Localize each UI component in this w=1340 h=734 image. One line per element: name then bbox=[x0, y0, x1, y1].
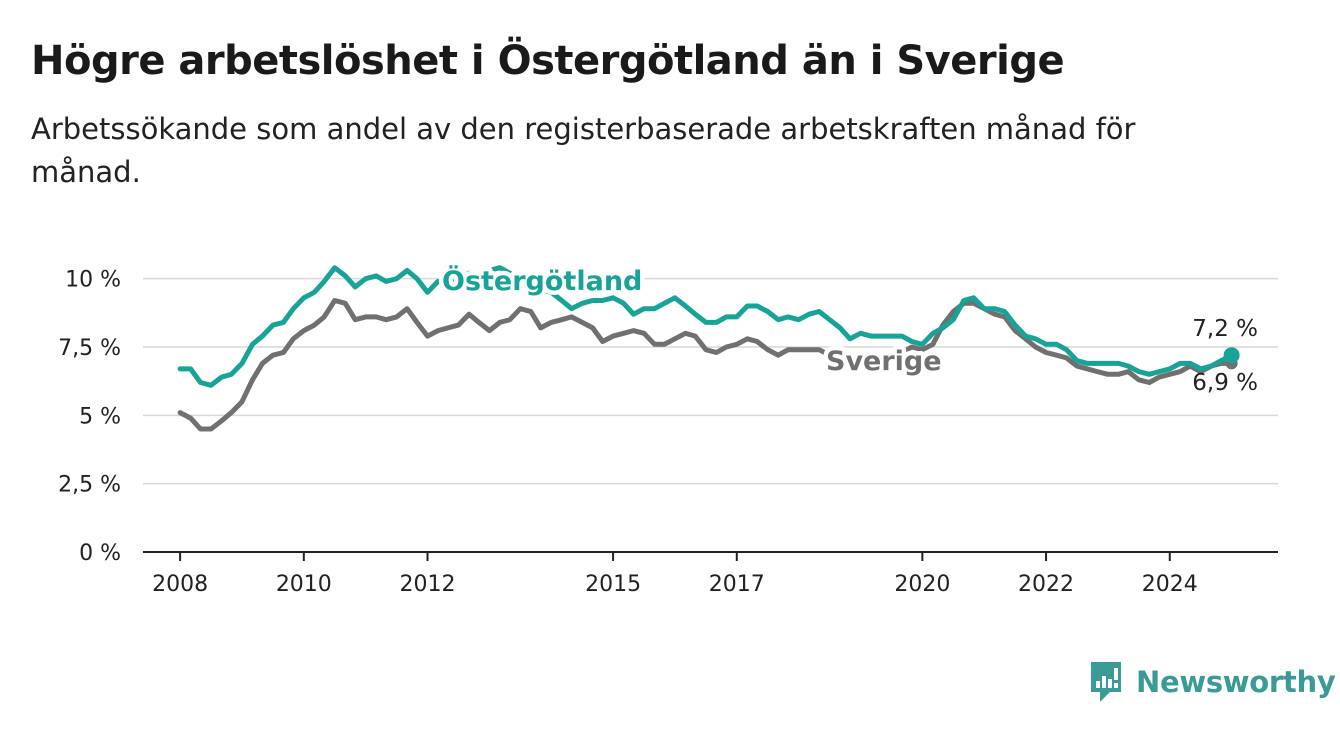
y-tick-label: 0 % bbox=[79, 541, 121, 566]
end-label-sverige: 6,9 % bbox=[1192, 370, 1258, 396]
series-line-sverige bbox=[177, 298, 1235, 432]
y-tick-label: 2,5 % bbox=[58, 473, 121, 498]
x-tick-label: 2024 bbox=[1142, 572, 1198, 597]
series-line-ostergotland bbox=[177, 265, 1235, 388]
chart-subtitle: Arbetssökande som andel av den registerb… bbox=[31, 112, 1136, 189]
y-tick-label: 10 % bbox=[65, 268, 121, 293]
x-tick-label: 2015 bbox=[585, 572, 641, 597]
series-labels: Östergötland Sverige 7,2 % 6,9 % bbox=[438, 260, 1259, 397]
brand-logo: Newsworthy bbox=[1088, 660, 1336, 704]
y-tick-label: 7,5 % bbox=[58, 336, 121, 361]
end-marker-ostergotland bbox=[1223, 347, 1240, 364]
x-tick-label: 2017 bbox=[709, 572, 765, 597]
series-lines bbox=[177, 265, 1240, 432]
series-label-sverige: Sverige bbox=[826, 346, 942, 377]
x-tick-label: 2010 bbox=[276, 572, 332, 597]
chart-title: Högre arbetslöshet i Östergötland än i S… bbox=[31, 38, 1065, 84]
newsworthy-chart-logo-icon bbox=[1091, 662, 1121, 702]
x-tick-label: 2022 bbox=[1018, 572, 1074, 597]
y-tick-label: 5 % bbox=[79, 404, 121, 429]
x-tick-label: 2012 bbox=[400, 572, 456, 597]
x-axis-ticks: 2008 2010 2012 2015 2017 2020 2022 2024 bbox=[152, 552, 1198, 597]
end-label-ostergotland: 7,2 % bbox=[1192, 316, 1258, 342]
x-tick-label: 2020 bbox=[894, 572, 950, 597]
x-tick-label: 2008 bbox=[152, 572, 208, 597]
gridlines bbox=[143, 277, 1278, 485]
brand-name: Newsworthy bbox=[1136, 665, 1336, 699]
series-label-ostergotland: Östergötland bbox=[442, 264, 642, 297]
y-axis-ticks: 0 % 2,5 % 5 % 7,5 % 10 % bbox=[58, 268, 121, 566]
